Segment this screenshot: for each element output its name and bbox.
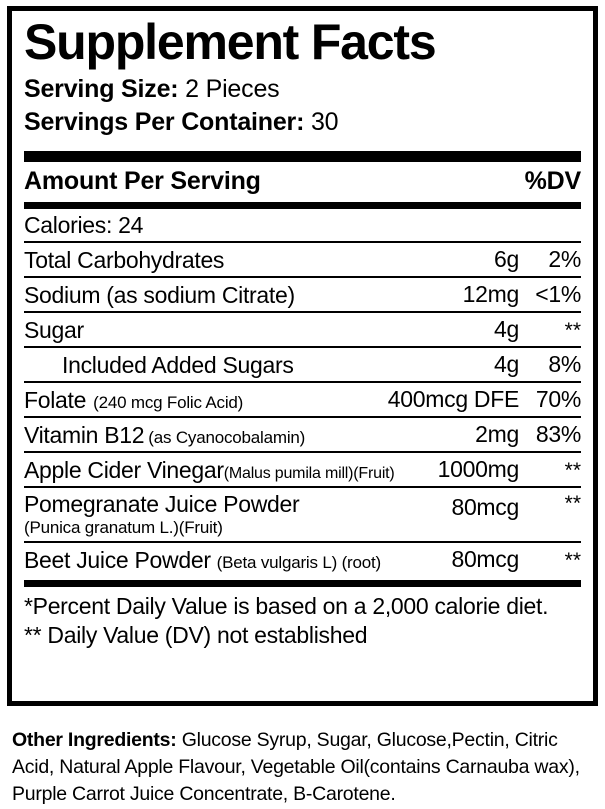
row-divider [24,311,581,314]
divider-above-footnotes [24,579,581,587]
dv-header: %DV [524,167,582,195]
nutrient-amount: 2mg [475,421,519,448]
nutrient-name-group: Pomegranate Juice Powder (Punica granatum… [24,491,445,538]
row-divider [24,381,581,384]
nutrient-name: Folate [24,387,87,413]
nutrient-amount: 400mcg DFE [387,386,520,413]
nutrient-name: Pomegranate Juice Powder [24,491,300,518]
supplement-facts-panel: Supplement Facts Serving Size: 2 Pieces … [7,6,598,706]
nutrient-dv: 70% [535,386,581,413]
nutrient-name: Vitamin B12 [24,422,145,448]
page-title: Supplement Facts [24,14,437,70]
nutrient-amount: 4g [494,351,519,378]
nutrient-dv: 2% [548,246,581,273]
amount-per-serving-header: Amount Per Serving [24,167,261,195]
nutrient-name: Included Added Sugars [62,352,294,378]
nutrient-dv: ** [564,459,581,483]
table-row: Sodium (as sodium Citrate) 12mg <1% [24,278,581,311]
divider-under-header [24,202,581,209]
footnote-dv-not-established: ** Daily Value (DV) not established [24,622,368,649]
nutrient-dv: ** [564,319,581,343]
nutrient-name: Apple Cider Vinegar [24,456,224,483]
divider-top-thick [24,151,581,162]
servings-per-container-row: Servings Per Container: 30 [24,106,581,139]
nutrient-dv: <1% [535,281,581,308]
footnote-percent-daily-value: *Percent Daily Value is based on a 2,000… [24,592,549,619]
table-row: Apple Cider Vinegar(Malus pumila mill)(F… [24,453,581,486]
nutrient-source: (as Cyanocobalamin) [148,428,306,447]
table-row: Sugar 4g ** [24,313,581,346]
other-ingredients-text: Glucose Syrup, Sugar, Glucose,Pectin, Ci… [12,729,580,806]
row-divider [24,416,581,419]
serving-size-value: 2 Pieces [185,75,280,103]
table-row: Folate (240 mcg Folic Acid) 400mcg DFE 70… [24,383,581,416]
other-ingredients-label: Other Ingredients: [12,729,177,751]
nutrient-amount: 80mcg [451,545,519,572]
nutrient-name: Sugar [24,317,84,343]
serving-size-label: Serving Size: [24,75,179,103]
nutrient-amount: 1000mg [437,456,520,483]
nutrient-amount: 4g [494,316,519,343]
nutrient-amount: 80mcg [451,494,519,521]
servings-per-container-value: 30 [310,108,339,136]
row-divider [24,241,581,244]
row-divider [24,540,581,543]
table-row: Included Added Sugars 4g 8% [24,348,581,381]
nutrient-source: (Beta vulgaris L) (root) [216,552,382,572]
nutrient-source: (Punica granatum L.)(Fruit) [24,518,223,538]
table-row: Total Carbohydrates 6g 2% [24,243,581,276]
nutrient-source: (Malus pumila mill)(Fruit) [223,464,395,482]
nutrient-name: Sodium (as sodium Citrate) [24,282,295,308]
nutrient-name: Beet Juice Powder [24,546,211,573]
calories-label: Calories: 24 [24,212,144,238]
table-row: Pomegranate Juice Powder (Punica granatum… [24,488,581,541]
row-divider [24,276,581,279]
table-row: Beet Juice Powder (Beta vulgaris L) (root… [24,543,581,576]
table-row: Vitamin B12 (as Cyanocobalamin) 2mg 83% [24,418,581,451]
row-divider [24,486,581,489]
nutrient-dv: 8% [548,351,581,378]
table-header-row: Amount Per Serving %DV [24,162,581,202]
footnotes-block: *Percent Daily Value is based on a 2,000… [24,587,581,651]
other-ingredients-block: Other Ingredients: Glucose Syrup, Sugar,… [12,727,600,808]
nutrient-source: (240 mcg Folic Acid) [93,393,244,412]
nutrient-amount: 12mg [462,281,520,308]
nutrient-name-group: Beet Juice Powder (Beta vulgaris L) (root… [24,547,445,573]
nutrient-dv: ** [564,548,581,572]
nutrient-name-group: Apple Cider Vinegar(Malus pumila mill)(F… [24,457,432,483]
nutrient-amount: 6g [494,246,519,273]
nutrient-name: Total Carbohydrates [24,247,225,273]
servings-per-container-label: Servings Per Container: [24,108,305,136]
nutrient-name-group: Vitamin B12 (as Cyanocobalamin) [24,422,469,448]
row-divider [24,451,581,454]
nutrient-name-group: Folate (240 mcg Folic Acid) [24,387,382,413]
nutrient-dv: 83% [535,421,581,448]
serving-size-row: Serving Size: 2 Pieces [24,73,581,106]
calories-row: Calories: 24 [24,209,581,241]
nutrient-dv: ** [564,492,581,516]
row-divider [24,346,581,349]
